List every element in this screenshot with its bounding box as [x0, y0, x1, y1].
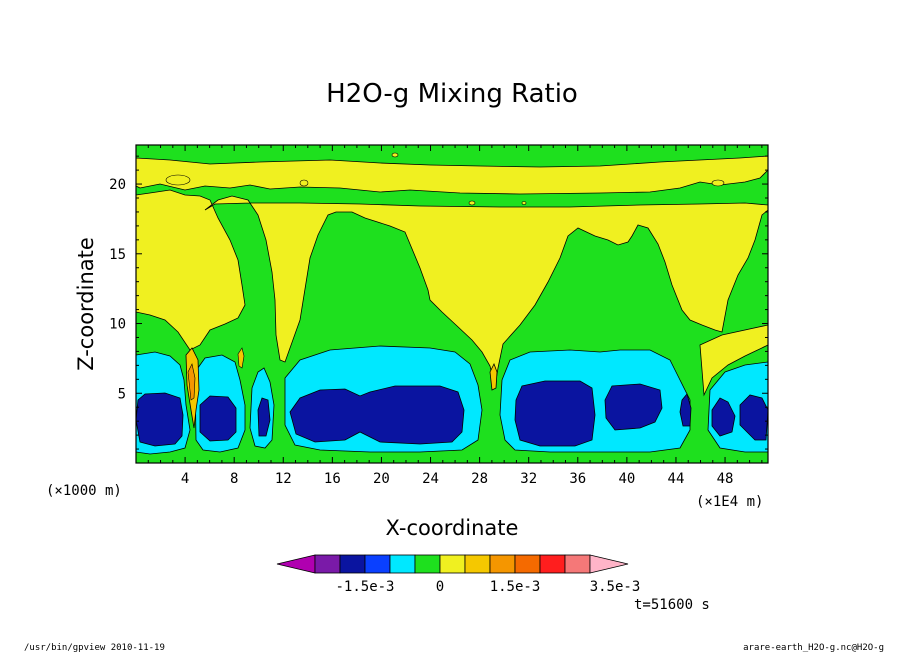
x-tick-label: 8 — [230, 471, 238, 487]
x-tick-label: 40 — [618, 471, 635, 487]
x-tick-label: 32 — [520, 471, 537, 487]
colorbar-extend-low — [276, 554, 316, 574]
footer-right: arare-earth_H2O-g.nc@H2O-g — [743, 643, 884, 653]
x-tick-label: 48 — [717, 471, 734, 487]
orange-spike-1 — [187, 363, 196, 401]
y-axis: 5 10 15 20 — [109, 155, 768, 450]
y-tick-label: 5 — [118, 386, 126, 402]
y-tick-label: 20 — [109, 177, 126, 193]
colorbar-tick-label: 1.5e-3 — [490, 579, 541, 595]
blue-region-7 — [679, 393, 692, 427]
colorbar-extend-high — [589, 554, 629, 574]
colorbar-ticks: -1.5e-3 0 1.5e-3 3.5e-3 — [335, 579, 640, 595]
blue-region-8 — [711, 397, 736, 437]
blue-region-3 — [257, 397, 271, 437]
yellow-region-left — [136, 189, 246, 351]
blue-region-6 — [604, 383, 663, 431]
y-unit-label: (×1000 m) — [46, 483, 122, 499]
colorbar-swatch — [464, 554, 491, 574]
blue-region-9 — [739, 394, 768, 441]
colorbar-swatch — [339, 554, 366, 574]
x-unit-label: (×1E4 m) — [696, 494, 763, 510]
x-tick-label: 36 — [569, 471, 586, 487]
blue-region-5 — [514, 380, 596, 447]
x-tick-label: 4 — [181, 471, 189, 487]
gold-spike-3 — [237, 347, 245, 369]
colorbar — [276, 554, 629, 574]
colorbar-swatch — [539, 554, 566, 574]
colorbar-swatch — [389, 554, 416, 574]
x-axis: 4 8 12 16 20 24 28 32 36 40 44 48 — [147, 145, 763, 487]
time-label: t=51600 s — [634, 597, 710, 613]
colorbar-swatch — [314, 554, 341, 574]
colorbar-swatch — [439, 554, 466, 574]
x-tick-label: 28 — [471, 471, 488, 487]
yellow-region-2 — [204, 195, 768, 387]
plot-frame — [135, 144, 769, 464]
x-tick-label: 20 — [373, 471, 390, 487]
chart-title: H2O-g Mixing Ratio — [326, 79, 578, 109]
yellow-region-right-low — [699, 324, 768, 397]
x-tick-label: 44 — [668, 471, 685, 487]
blue-region-2 — [199, 395, 237, 442]
y-tick-label: 15 — [109, 247, 126, 263]
colorbar-swatch — [564, 554, 591, 574]
footer-left: /usr/bin/gpview 2010-11-19 — [24, 643, 165, 653]
colorbar-tick-label: 0 — [436, 579, 444, 595]
blue-region-1 — [136, 392, 184, 447]
colorbar-swatch — [489, 554, 516, 574]
x-tick-label: 16 — [324, 471, 341, 487]
colorbar-swatch — [514, 554, 541, 574]
x-axis-label: X-coordinate — [386, 516, 519, 540]
y-tick-label: 10 — [109, 317, 126, 333]
colorbar-tick-label: 3.5e-3 — [590, 579, 641, 595]
colorbar-swatch — [364, 554, 391, 574]
x-tick-label: 24 — [422, 471, 439, 487]
colorbar-swatch — [414, 554, 441, 574]
x-tick-label: 12 — [275, 471, 292, 487]
yellow-band-top — [136, 155, 768, 195]
colorbar-tick-label: -1.5e-3 — [335, 579, 394, 595]
y-axis-label: Z-coordinate — [74, 237, 98, 371]
gold-spike-2 — [489, 363, 498, 391]
blue-region-4 — [289, 385, 465, 445]
contour-field — [136, 145, 768, 463]
